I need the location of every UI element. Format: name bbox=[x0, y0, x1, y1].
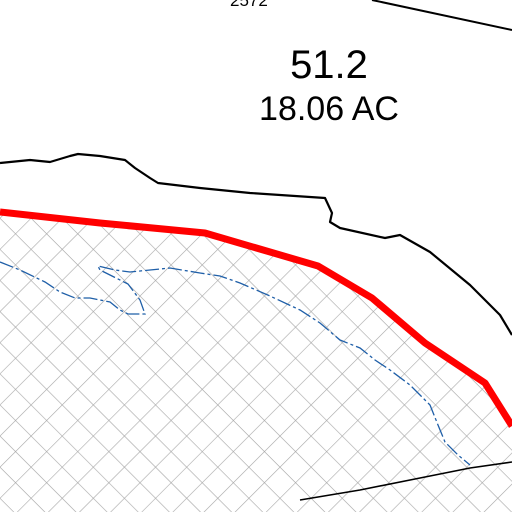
corner-label: 2572 bbox=[230, 0, 268, 10]
parcel-number: 51.2 bbox=[290, 43, 368, 87]
lot-line-black bbox=[0, 152, 512, 336]
road-line-bottom bbox=[299, 461, 512, 501]
parcel-area: 18.06 AC bbox=[259, 90, 399, 128]
parcel-boundary-red bbox=[0, 208, 512, 428]
lot-line-top bbox=[371, 0, 512, 31]
stream-line bbox=[0, 261, 471, 466]
